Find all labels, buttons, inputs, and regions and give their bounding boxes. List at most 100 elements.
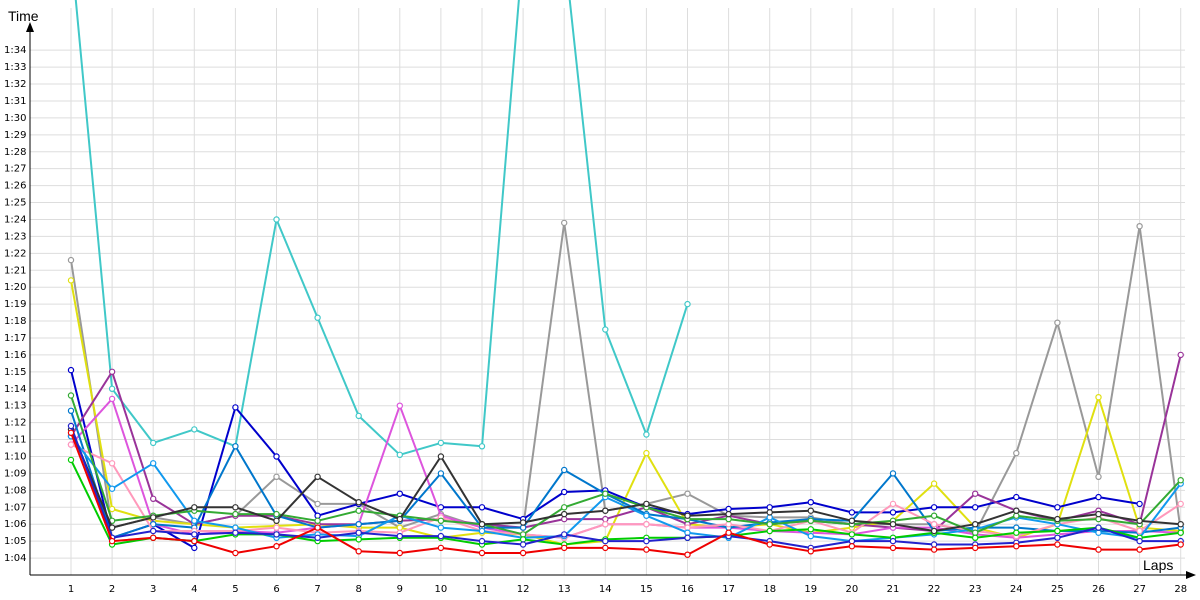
data-point bbox=[725, 510, 732, 518]
data-point bbox=[1054, 319, 1061, 326]
y-tick-label: 1:11 bbox=[4, 435, 26, 446]
data-point bbox=[396, 402, 403, 409]
data-point bbox=[273, 453, 280, 460]
data-point bbox=[67, 456, 75, 464]
data-point bbox=[1013, 507, 1020, 514]
data-point bbox=[149, 439, 157, 447]
data-point bbox=[396, 515, 403, 523]
data-point bbox=[232, 443, 239, 450]
x-tick-label: 8 bbox=[356, 584, 362, 595]
data-point bbox=[643, 512, 650, 519]
data-point bbox=[889, 500, 897, 508]
x-tick-label: 21 bbox=[887, 584, 900, 595]
data-point bbox=[561, 466, 568, 474]
y-tick-label: 1:12 bbox=[4, 418, 26, 429]
data-point bbox=[766, 509, 773, 516]
data-point bbox=[807, 499, 815, 506]
data-point bbox=[1177, 541, 1184, 548]
y-tick-label: 1:13 bbox=[4, 401, 26, 412]
data-point bbox=[191, 544, 198, 552]
data-point bbox=[684, 529, 691, 536]
data-point bbox=[191, 426, 198, 433]
data-point bbox=[1177, 529, 1184, 536]
data-point bbox=[519, 549, 527, 557]
data-point bbox=[191, 517, 198, 525]
data-point bbox=[602, 515, 609, 523]
data-point bbox=[108, 460, 116, 467]
data-point bbox=[355, 499, 362, 506]
horizontal-gridlines bbox=[30, 49, 1185, 559]
y-tick-label: 1:32 bbox=[4, 79, 26, 90]
series-line bbox=[70, 432, 1181, 556]
data-point bbox=[930, 521, 938, 528]
data-point bbox=[684, 534, 691, 542]
series-line bbox=[70, 425, 1181, 549]
data-point bbox=[314, 473, 321, 480]
y-tick-label: 1:17 bbox=[4, 333, 26, 344]
data-point bbox=[1054, 541, 1061, 548]
x-tick-label: 2 bbox=[109, 584, 115, 595]
data-point bbox=[273, 543, 280, 550]
data-point bbox=[108, 505, 116, 513]
y-tick-label: 1:07 bbox=[4, 502, 26, 513]
data-point bbox=[1013, 524, 1020, 531]
data-point bbox=[889, 470, 897, 477]
y-tick-label: 1:21 bbox=[4, 265, 26, 276]
y-tick-label: 1:30 bbox=[4, 113, 26, 124]
y-tick-label: 1:06 bbox=[4, 519, 26, 530]
data-point bbox=[972, 490, 979, 497]
x-tick-label: 14 bbox=[599, 584, 612, 595]
data-point bbox=[807, 517, 815, 525]
y-tick-label: 1:28 bbox=[4, 147, 26, 158]
data-point bbox=[1054, 527, 1061, 535]
data-point bbox=[396, 549, 403, 557]
data-point bbox=[191, 531, 198, 538]
data-point bbox=[314, 500, 321, 508]
data-point bbox=[273, 216, 280, 223]
data-point bbox=[725, 521, 732, 528]
data-point bbox=[1095, 529, 1102, 536]
data-point bbox=[273, 473, 280, 480]
data-point bbox=[1013, 529, 1020, 536]
data-point bbox=[314, 517, 321, 525]
x-tick-label: 7 bbox=[314, 584, 320, 595]
x-tick-label: 17 bbox=[722, 584, 735, 595]
series-14 bbox=[67, 429, 1184, 558]
data-point bbox=[1136, 537, 1143, 545]
data-point bbox=[561, 510, 568, 518]
axes bbox=[26, 22, 1196, 579]
y-tick-label: 1:04 bbox=[4, 553, 26, 564]
y-tick-label: 1:27 bbox=[4, 164, 26, 175]
y-tick-label: 1:25 bbox=[4, 198, 26, 209]
data-point bbox=[807, 526, 815, 533]
data-point bbox=[67, 256, 75, 264]
data-point bbox=[67, 407, 75, 414]
data-point bbox=[602, 521, 609, 528]
data-point bbox=[930, 541, 938, 548]
data-point bbox=[67, 366, 75, 374]
data-point bbox=[1095, 524, 1102, 531]
data-point bbox=[848, 531, 856, 538]
y-tick-label: 1:24 bbox=[4, 214, 26, 225]
data-point bbox=[149, 527, 157, 535]
x-tick-label: 18 bbox=[763, 584, 776, 595]
data-point bbox=[67, 429, 75, 436]
data-point bbox=[191, 504, 198, 511]
data-point bbox=[889, 544, 897, 552]
data-point bbox=[67, 277, 75, 284]
data-point bbox=[1136, 222, 1143, 230]
y-tick-label: 1:29 bbox=[4, 130, 26, 141]
data-point bbox=[807, 548, 815, 555]
data-point bbox=[1095, 394, 1102, 401]
data-point bbox=[108, 368, 116, 375]
data-point bbox=[602, 490, 609, 497]
data-point bbox=[1177, 351, 1184, 359]
data-point bbox=[396, 532, 403, 540]
data-point bbox=[149, 460, 157, 467]
data-point bbox=[437, 453, 445, 460]
data-point bbox=[355, 536, 362, 543]
data-point bbox=[355, 529, 362, 536]
x-tick-label: 12 bbox=[517, 584, 530, 595]
data-point bbox=[930, 546, 938, 553]
data-point bbox=[643, 449, 650, 457]
